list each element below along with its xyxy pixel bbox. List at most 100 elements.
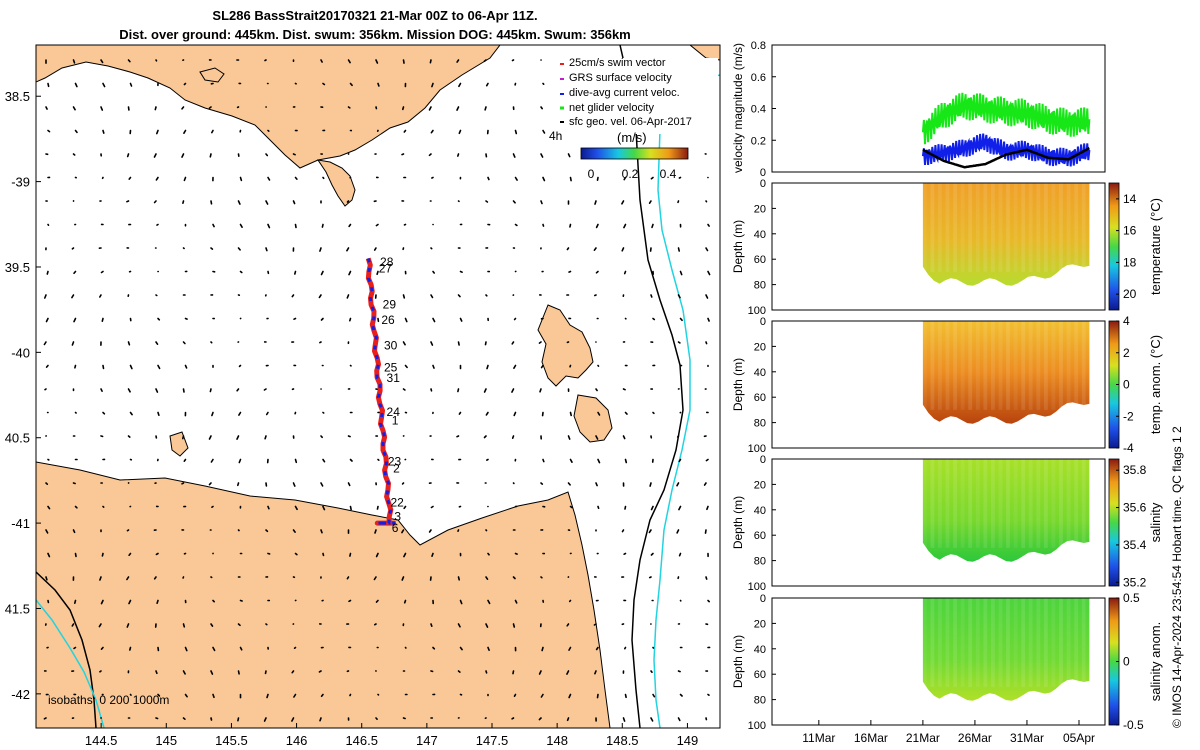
velocity-arrow	[593, 247, 597, 251]
y-tick-label: -42	[11, 687, 30, 702]
section-texture	[975, 598, 980, 687]
velocity-arrow	[458, 411, 462, 415]
velocity-arrow	[319, 247, 322, 252]
velocity-arrow	[375, 599, 379, 603]
velocity-arrow	[239, 599, 243, 602]
track-day-label: 29	[383, 298, 397, 312]
time-tick-label: 26Mar	[958, 731, 992, 745]
velocity-arrow	[677, 717, 681, 722]
velocity-arrow	[210, 200, 213, 205]
velocity-arrow	[129, 646, 132, 651]
velocity-arrow	[542, 223, 545, 227]
velocity-arrow	[99, 294, 102, 298]
section-texture	[1006, 598, 1010, 687]
velocity-arrow	[706, 505, 709, 511]
velocity-arrow	[265, 200, 269, 205]
velocity-arrow	[348, 223, 352, 228]
map-legend: 25cm/s swim vector GRS surface velocity …	[549, 57, 718, 181]
section-ylabel: Depth (m)	[731, 496, 745, 549]
section-frame	[771, 182, 1106, 311]
velocity-arrow	[568, 270, 572, 273]
velocity-arrow	[594, 200, 597, 205]
velocity-arrow	[182, 435, 185, 440]
velocity-arrow	[511, 341, 515, 345]
y-tick-label: 40	[754, 229, 766, 241]
velocity-arrow	[181, 482, 185, 485]
velocity-arrow	[155, 552, 159, 556]
colorbar-tick-label: 0.5	[1123, 591, 1140, 605]
section-texture	[991, 598, 995, 687]
velocity-arrow	[100, 646, 104, 651]
section-panel: 0 20 40 60 80 100 Depth (m) 14 16 18 20 temperature…	[731, 178, 1163, 317]
velocity-arrow	[320, 270, 324, 276]
velocity-arrow	[74, 129, 78, 134]
velocity-arrow	[514, 552, 518, 555]
section-texture	[938, 598, 942, 687]
velocity-arrow	[457, 388, 460, 393]
velocity-arrow	[624, 458, 628, 464]
velocity-arrow	[266, 693, 269, 699]
velocity-arrow	[157, 317, 161, 321]
section-texture	[968, 321, 973, 410]
legend-item: sfc geo. vel. 06-Apr-2017	[560, 116, 692, 128]
colorbar-tick-label: -2	[1123, 409, 1134, 423]
legend-label: GRS surface velocity	[569, 72, 672, 84]
velocity-arrow	[73, 270, 77, 275]
velocity-arrow	[265, 411, 269, 416]
velocity-arrow	[401, 153, 405, 156]
velocity-arrow	[569, 505, 573, 509]
y-tick-label: 0.4	[751, 104, 766, 116]
velocity-arrow	[377, 82, 380, 87]
legend-note: 4h	[549, 129, 562, 143]
section-texture	[930, 598, 935, 687]
track-day-label: 24	[387, 405, 401, 419]
velocity-arrow	[704, 529, 707, 534]
velocity-arrow	[677, 200, 680, 204]
velocity-arrow	[457, 529, 460, 533]
velocity-arrow	[155, 717, 159, 720]
x-tick-label: 145.5	[215, 733, 248, 748]
velocity-arrow	[237, 670, 240, 675]
track-day-label: 2	[393, 461, 400, 475]
section-heatmap	[922, 183, 1090, 286]
section-texture	[968, 598, 973, 687]
x-tick-label: 146	[286, 733, 308, 748]
velocity-arrow	[212, 599, 215, 603]
velocity-arrow	[292, 529, 296, 533]
section-texture	[953, 183, 957, 272]
velocity-arrow	[538, 717, 542, 721]
velocity-arrow	[212, 646, 216, 652]
section-texture	[983, 598, 988, 687]
y-tick-label: 100	[748, 581, 766, 593]
section-heatmap	[922, 598, 1090, 701]
velocity-arrow	[459, 317, 463, 322]
velocity-arrow	[597, 411, 601, 416]
velocity-arrow	[514, 223, 518, 227]
velocity-arrow	[540, 200, 543, 205]
velocity-arrow	[595, 270, 599, 274]
velocity-arrow	[71, 623, 75, 627]
velocity-arrow	[47, 505, 51, 510]
velocity-arrow	[181, 106, 185, 110]
velocity-arrow	[484, 341, 487, 346]
section-texture	[922, 183, 927, 272]
y-tick-label: -41	[11, 516, 30, 531]
velocity-arrow	[156, 129, 159, 135]
velocity-arrow	[428, 106, 432, 111]
section-texture	[1081, 321, 1086, 410]
x-tick-label: 145	[155, 733, 177, 748]
velocity-arrow	[650, 294, 653, 298]
section-texture	[922, 459, 927, 548]
velocity-arrow	[98, 623, 102, 628]
velocity-arrow	[705, 458, 709, 462]
y-tick-label: 40	[754, 644, 766, 656]
velocity-arrow	[650, 505, 654, 511]
velocity-arrow	[459, 646, 463, 651]
velocity-arrow	[703, 482, 707, 486]
velocity-arrow	[264, 59, 267, 62]
velocity-y-axis: 0 0.2 0.4 0.6 0.8	[751, 40, 776, 179]
section-panel: 0 20 40 60 80 100 Depth (m) 35.8 35.6 35.4 35.2 sal…	[731, 454, 1163, 593]
velocity-arrow	[263, 388, 267, 391]
